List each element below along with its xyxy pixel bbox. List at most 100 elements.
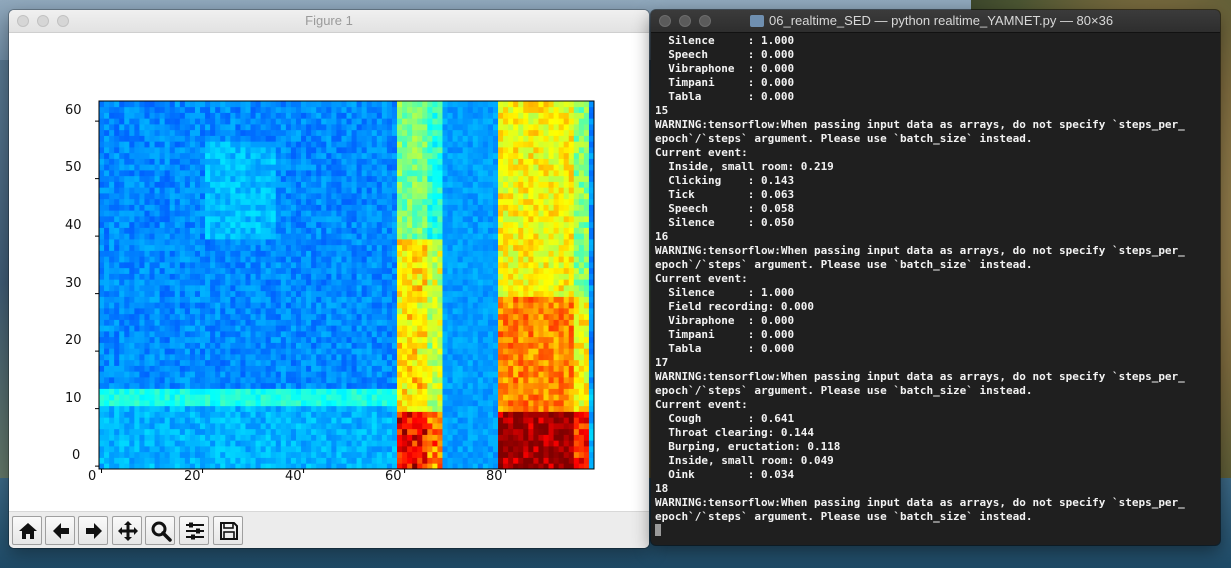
heatmap-cell	[356, 227, 363, 234]
heatmap-cell	[225, 440, 231, 447]
heatmap-cell	[109, 285, 115, 292]
heatmap-cell	[482, 170, 489, 177]
heatmap-cell	[326, 388, 332, 395]
plot-area[interactable]: 0 10 20 30 40 50 60 0 20 40 60 80	[9, 33, 649, 511]
heatmap-cell	[346, 198, 352, 205]
heatmap-cell	[114, 279, 120, 286]
heatmap-cell	[230, 221, 236, 228]
heatmap-cell	[189, 181, 196, 188]
heatmap-cell	[270, 451, 277, 458]
heatmap-cell	[275, 446, 282, 453]
heatmap-cell	[477, 210, 484, 217]
heatmap-cell	[356, 377, 363, 384]
heatmap-cell	[397, 193, 403, 200]
heatmap-cell	[467, 106, 474, 113]
heatmap-cell	[139, 279, 145, 286]
heatmap-cell	[124, 331, 130, 338]
heatmap-cell	[260, 124, 267, 131]
heatmap-cell	[346, 147, 352, 154]
heatmap-cell	[306, 382, 312, 389]
heatmap-cell	[260, 342, 267, 349]
heatmap-cell	[295, 187, 302, 194]
heatmap-cell	[397, 152, 403, 159]
heatmap-cell	[311, 170, 317, 177]
figure-titlebar[interactable]: Figure 1	[9, 10, 649, 33]
heatmap-cell	[119, 382, 125, 389]
heatmap-cell	[179, 308, 186, 315]
heatmap-cell	[109, 371, 115, 378]
heatmap-cell	[235, 118, 241, 125]
heatmap-cell	[321, 354, 327, 361]
heatmap-cell	[154, 446, 161, 453]
spectrogram-heatmap[interactable]	[9, 33, 649, 511]
heatmap-cell	[194, 175, 201, 182]
heatmap-cell	[391, 451, 398, 458]
heatmap-cell	[255, 463, 262, 470]
heatmap-cell	[407, 101, 413, 108]
heatmap-cell	[225, 411, 231, 418]
heatmap-cell	[311, 308, 317, 315]
heatmap-cell	[361, 262, 368, 269]
zoom-window-button[interactable]	[57, 15, 69, 27]
heatmap-cell	[391, 336, 398, 343]
heatmap-cell	[326, 354, 332, 361]
heatmap-cell	[144, 175, 150, 182]
heatmap-cell	[316, 354, 322, 361]
heatmap-cell	[336, 428, 342, 435]
heatmap-cell	[407, 158, 413, 165]
heatmap-cell	[326, 290, 332, 297]
heatmap-cell	[280, 198, 287, 205]
heatmap-cell	[245, 279, 251, 286]
heatmap-cell	[422, 129, 428, 136]
heatmap-cell	[200, 106, 206, 113]
heatmap-cell	[397, 377, 403, 384]
heatmap-cell	[336, 290, 342, 297]
heatmap-cell	[386, 147, 393, 154]
heatmap-cell	[144, 342, 150, 349]
minimize-window-button[interactable]	[37, 15, 49, 27]
heatmap-cell	[285, 325, 292, 332]
heatmap-cell	[295, 302, 302, 309]
heatmap-cell	[275, 227, 282, 234]
heatmap-cell	[225, 147, 231, 154]
heatmap-cell	[482, 210, 489, 217]
heatmap-cell	[174, 233, 181, 240]
close-window-button[interactable]	[17, 15, 29, 27]
heatmap-cell	[462, 204, 469, 211]
heatmap-cell	[437, 428, 443, 435]
heatmap-cell	[149, 285, 155, 292]
heatmap-cell	[290, 457, 297, 464]
heatmap-cell	[417, 262, 423, 269]
heatmap-cell	[290, 302, 297, 309]
heatmap-cell	[462, 296, 469, 303]
heatmap-cell	[391, 164, 398, 171]
heatmap-cell	[159, 428, 166, 435]
heatmap-cell	[472, 244, 479, 251]
heatmap-cell	[295, 181, 302, 188]
heatmap-cell	[144, 187, 150, 194]
heatmap-cell	[240, 106, 246, 113]
heatmap-cell	[402, 388, 408, 395]
heatmap-cell	[179, 210, 186, 217]
heatmap-cell	[427, 175, 433, 182]
heatmap-cell	[285, 256, 292, 263]
heatmap-cell	[290, 371, 297, 378]
heatmap-cell	[124, 440, 130, 447]
figure-window[interactable]: Figure 1 0 10 20 30 40 50 60 0 20 40 60 …	[9, 10, 649, 548]
heatmap-cell	[371, 313, 378, 320]
heatmap-cell	[326, 400, 332, 407]
heatmap-cell	[189, 365, 196, 372]
heatmap-cell	[447, 158, 453, 165]
heatmap-cell	[205, 135, 211, 142]
heatmap-cell	[270, 256, 277, 263]
heatmap-cell	[129, 112, 135, 119]
heatmap-cell	[397, 296, 403, 303]
heatmap-cell	[482, 135, 489, 142]
heatmap-cell	[442, 164, 448, 171]
heatmap-cell	[270, 371, 277, 378]
heatmap-cell	[295, 244, 302, 251]
heatmap-cell	[154, 308, 161, 315]
heatmap-cell	[290, 377, 297, 384]
heatmap-cell	[346, 262, 352, 269]
heatmap-cell	[194, 267, 201, 274]
